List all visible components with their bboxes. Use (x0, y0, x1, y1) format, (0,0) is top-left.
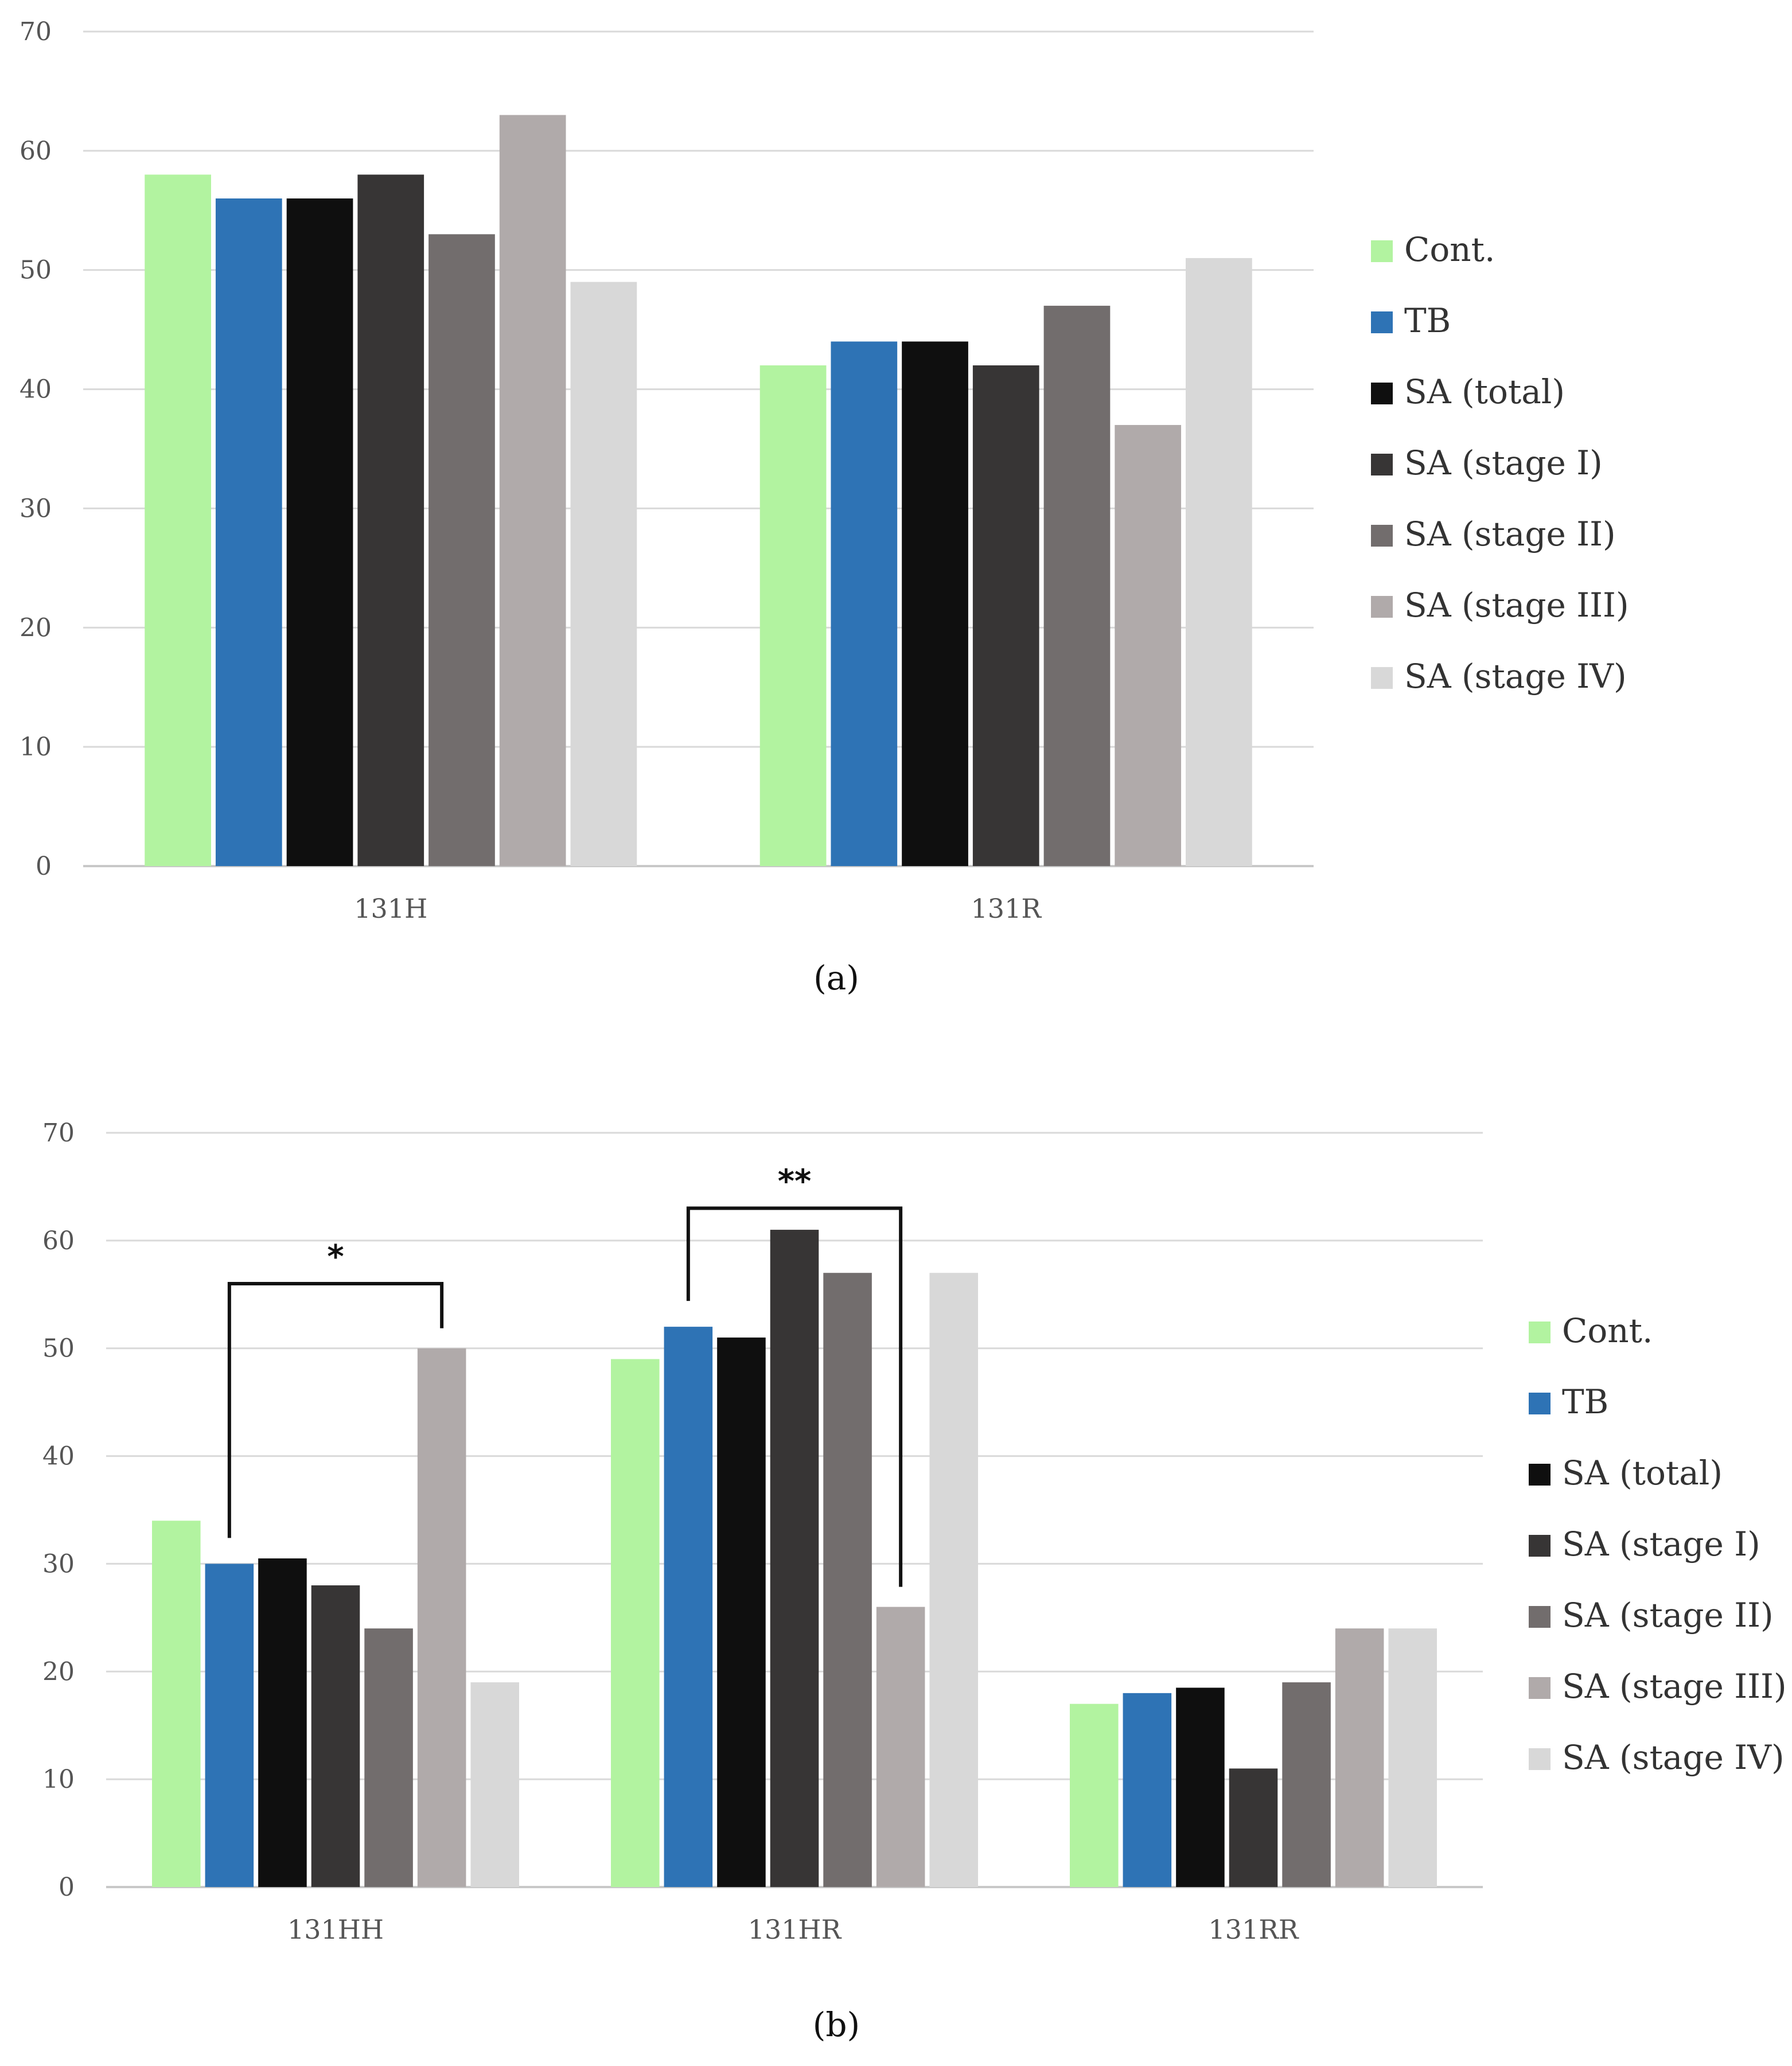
legend-swatch (1371, 667, 1393, 689)
legend-label: SA (stage I) (1404, 443, 1603, 482)
y-tick-label: 60 (42, 1226, 75, 1256)
significance-marker: * (327, 1238, 344, 1276)
bar-131h-sa-stage-i (357, 174, 424, 866)
bar-131h-tb (215, 198, 282, 866)
legend-swatch (1529, 1535, 1551, 1557)
bar-131r-sa-stage-ii (1043, 306, 1111, 866)
y-tick-label: 10 (42, 1765, 75, 1794)
bar-131r-tb (831, 341, 898, 866)
y-tick-label: 0 (59, 1873, 75, 1902)
bar-131r-sa-stage-i (972, 365, 1039, 866)
x-category-label: 131H (354, 893, 427, 924)
bar-131h-cont (145, 174, 211, 866)
legend-label: SA (stage IV) (1404, 657, 1627, 696)
legend: Cont. TB SA (total) SA (stage I) SA (stage I… (1529, 1311, 1787, 1777)
legend-label: SA (total) (1404, 372, 1565, 411)
x-category-label: 131RR (1208, 1914, 1299, 1945)
bar-131h-sa-stage-ii (428, 234, 495, 866)
legend-label: TB (1562, 1382, 1608, 1421)
x-category-label: 131R (971, 893, 1042, 924)
y-tick-label: 30 (20, 494, 52, 523)
bar-131r-sa-total (902, 341, 968, 866)
bar-131rr-sa-stage-iv (1388, 1628, 1437, 1887)
legend-swatch (1371, 311, 1393, 333)
bar-131h-sa-stage-iii (499, 115, 566, 866)
panel-caption: (b) (813, 2005, 860, 2044)
bar-131hr-sa-stage-i (770, 1230, 819, 1887)
bar-131hh-cont (152, 1521, 201, 1887)
legend-swatch (1371, 240, 1393, 262)
legend: Cont. TB SA (total) SA (stage I) SA (stage I… (1371, 230, 1629, 696)
chart-a: 0 10 20 30 40 50 60 70 131H 131R Cont. TB SA (total)… (20, 17, 1629, 997)
bar-131hr-sa-stage-ii (823, 1273, 872, 1887)
bar-131hr-tb (664, 1327, 713, 1887)
bar-131rr-cont (1070, 1704, 1119, 1887)
y-tick-label: 40 (42, 1442, 75, 1471)
legend-label: Cont. (1404, 230, 1495, 269)
y-tick-label: 20 (20, 613, 52, 642)
legend-swatch (1529, 1393, 1551, 1414)
bar-131hr-sa-total (717, 1337, 766, 1887)
bar-131hh-sa-stage-ii (364, 1628, 413, 1887)
legend-swatch (1371, 596, 1393, 618)
y-tick-label: 60 (20, 137, 52, 166)
y-tick-label: 70 (20, 17, 52, 46)
y-tick-label: 50 (20, 256, 52, 285)
legend-label: SA (total) (1562, 1453, 1723, 1492)
legend-label: SA (stage II) (1404, 514, 1616, 553)
legend-swatch (1529, 1677, 1551, 1699)
y-tick-label: 0 (36, 852, 52, 881)
y-tick-label: 30 (42, 1549, 75, 1578)
legend-swatch (1371, 454, 1393, 475)
legend-swatch (1529, 1464, 1551, 1486)
legend-label: SA (stage I) (1562, 1525, 1760, 1564)
bar-131h-sa-total (286, 198, 353, 866)
bar-131r-sa-stage-iv (1186, 258, 1252, 866)
bar-131hh-tb (205, 1564, 254, 1887)
legend-swatch (1529, 1606, 1551, 1628)
y-tick-label: 40 (20, 375, 52, 404)
bar-131hh-sa-stage-i (311, 1585, 360, 1887)
legend-label: SA (stage III) (1404, 586, 1629, 625)
x-category-label: 131HH (287, 1914, 384, 1945)
bar-131rr-sa-stage-iii (1335, 1628, 1384, 1887)
legend-label: TB (1404, 301, 1451, 340)
bar-131hr-cont (611, 1359, 660, 1887)
legend-label: SA (stage II) (1562, 1596, 1774, 1635)
legend-label: Cont. (1562, 1311, 1653, 1350)
bar-131rr-sa-stage-i (1229, 1768, 1278, 1887)
legend-swatch (1371, 383, 1393, 404)
bar-131rr-sa-stage-ii (1282, 1682, 1331, 1887)
legend-swatch (1529, 1322, 1551, 1343)
legend-swatch (1371, 525, 1393, 547)
panel-caption: (a) (813, 958, 859, 997)
bar-131hr-sa-stage-iii (876, 1607, 925, 1887)
bar-131rr-tb (1123, 1693, 1172, 1887)
y-tick-label: 20 (42, 1657, 75, 1686)
bar-131rr-sa-total (1176, 1687, 1225, 1887)
bar-131hh-sa-stage-iii (417, 1348, 466, 1887)
significance-bracket (227, 1282, 444, 1538)
bar-131hh-sa-total (258, 1558, 307, 1887)
bar-131hr-sa-stage-iv (929, 1273, 978, 1887)
x-category-label: 131HR (748, 1914, 842, 1945)
significance-bracket (686, 1206, 903, 1587)
y-tick-label: 70 (42, 1118, 75, 1148)
legend-label: SA (stage III) (1562, 1667, 1787, 1706)
significance-marker: ** (778, 1163, 812, 1200)
bar-131hh-sa-stage-iv (470, 1682, 519, 1887)
bar-131h-sa-stage-iv (570, 282, 637, 866)
bar-131r-cont (759, 365, 827, 866)
bar-131r-sa-stage-iii (1115, 424, 1182, 866)
legend-swatch (1529, 1748, 1551, 1770)
y-tick-label: 50 (42, 1334, 75, 1363)
legend-label: SA (stage IV) (1562, 1738, 1785, 1777)
y-tick-label: 10 (20, 732, 52, 762)
